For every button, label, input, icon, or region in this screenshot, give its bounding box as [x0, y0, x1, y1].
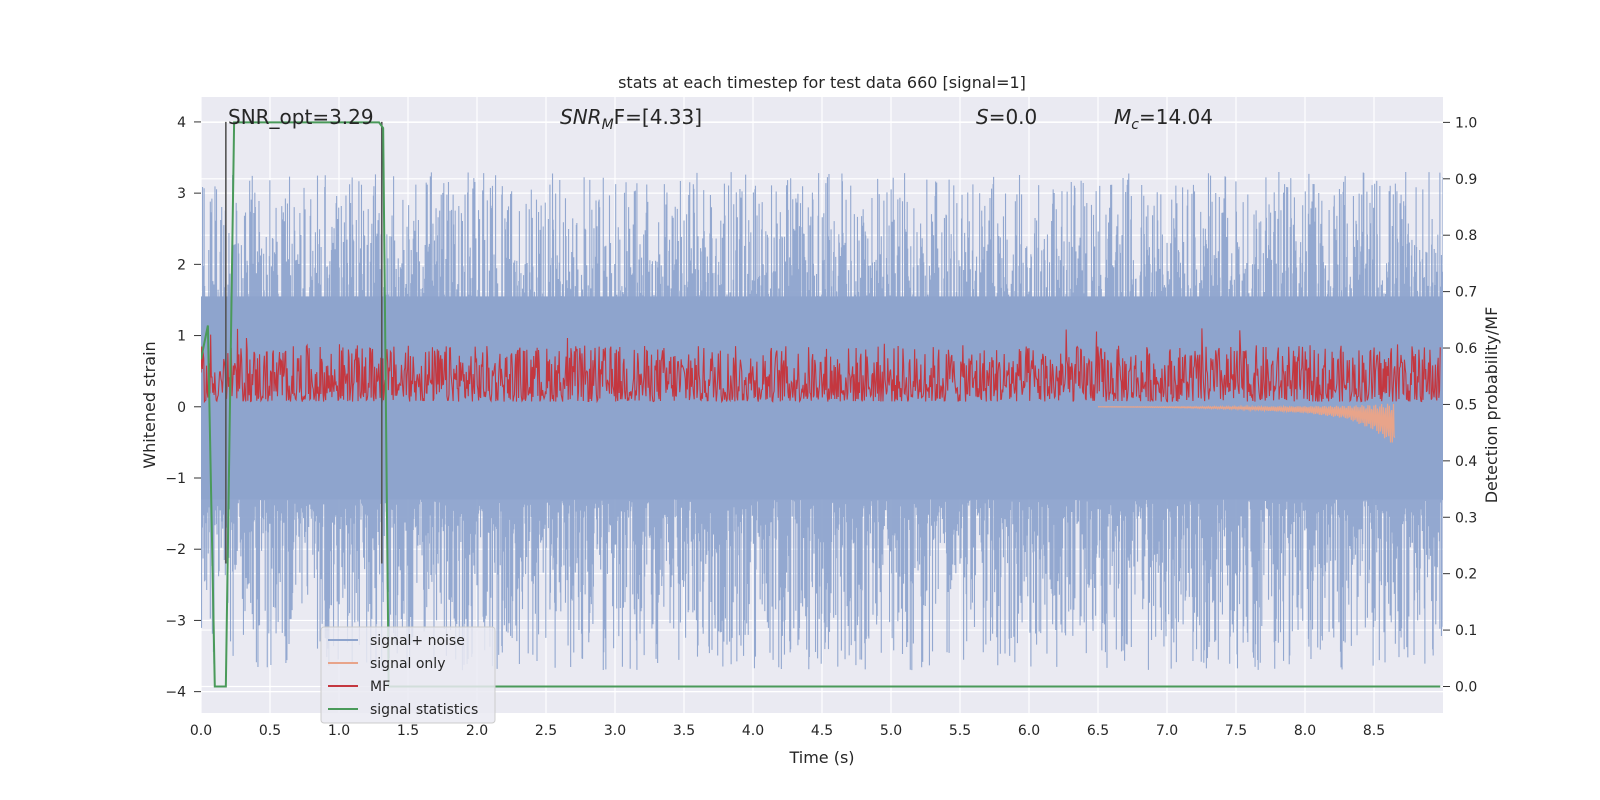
- y-tick-label: 2: [177, 257, 186, 273]
- x-tick-label: 6.0: [1018, 723, 1040, 739]
- y-tick-label: −4: [165, 685, 186, 701]
- legend-label-mf: MF: [370, 679, 390, 695]
- y2-tick-label: 1.0: [1455, 115, 1477, 131]
- legend-label-signal-noise: signal+ noise: [370, 633, 465, 649]
- y-tick-label: 3: [177, 186, 186, 202]
- y2-tick-label: 0.7: [1455, 285, 1477, 301]
- x-tick-label: 1.0: [328, 723, 350, 739]
- annotation-s: S=0.0: [976, 105, 1037, 129]
- x-tick-label: 1.5: [397, 723, 419, 739]
- y-tick-label: 0: [177, 400, 186, 416]
- x-tick-label: 7.0: [1156, 723, 1178, 739]
- legend-label-signal-statistics: signal statistics: [370, 702, 478, 718]
- x-tick-label: 3.5: [673, 723, 695, 739]
- x-tick-label: 8.0: [1294, 723, 1316, 739]
- y-tick-label: 4: [177, 115, 186, 131]
- x-tick-label: 4.0: [742, 723, 764, 739]
- y-axis-label: Whitened strain: [140, 341, 159, 468]
- x-tick-label: 5.5: [949, 723, 971, 739]
- legend-label-signal-only: signal only: [370, 656, 445, 672]
- x-tick-label: 8.5: [1363, 723, 1385, 739]
- y-tick-label: 1: [177, 329, 186, 345]
- signal-noise-core: [201, 296, 1443, 500]
- x-tick-label: 2.5: [535, 723, 557, 739]
- annotation-mc: Mc=14.04: [1114, 105, 1213, 133]
- x-tick-label: 4.5: [811, 723, 833, 739]
- x-tick-label: 7.5: [1225, 723, 1247, 739]
- chart-title: stats at each timestep for test data 660…: [618, 73, 1026, 92]
- y-tick-label: −2: [165, 542, 186, 558]
- x-tick-label: 0.5: [259, 723, 281, 739]
- y-tick-label: −1: [165, 471, 186, 487]
- annotation-snr-mf: SNRMF=[4.33]: [560, 105, 702, 133]
- y2-tick-label: 0.3: [1455, 510, 1477, 526]
- y2-tick-label: 0.1: [1455, 623, 1477, 639]
- y2-axis-label: Detection probability/MF: [1482, 307, 1501, 504]
- x-tick-label: 6.5: [1087, 723, 1109, 739]
- x-tick-label: 2.0: [466, 723, 488, 739]
- series-layer: [201, 121, 1443, 688]
- mf-line: [201, 328, 1441, 404]
- y2-tick-label: 0.9: [1455, 172, 1477, 188]
- legend: signal+ noise signal only MF signal stat…: [320, 626, 496, 724]
- y2-tick-label: 0.4: [1455, 454, 1477, 470]
- y2-tick-label: 0.8: [1455, 228, 1477, 244]
- y-tick-label: −3: [165, 613, 186, 629]
- annotation-snr-opt: SNR_opt=3.29: [228, 105, 374, 129]
- y2-tick-label: 0.5: [1455, 397, 1477, 413]
- axes: 0.0 0.5 1.0 1.5 2.0 2.5 3.0 3.5 4.0 4.5 5.0 5.5 6.0 6…: [165, 115, 1477, 739]
- x-tick-label: 5.0: [880, 723, 902, 739]
- x-tick-label: 0.0: [190, 723, 212, 739]
- y2-tick-label: 0.0: [1455, 679, 1477, 695]
- legend-box: [320, 626, 496, 724]
- y2-tick-label: 0.2: [1455, 567, 1477, 583]
- y2-tick-label: 0.6: [1455, 341, 1477, 357]
- x-axis-label: Time (s): [788, 748, 854, 767]
- signal-only-line: [1098, 403, 1396, 443]
- x-tick-label: 3.0: [604, 723, 626, 739]
